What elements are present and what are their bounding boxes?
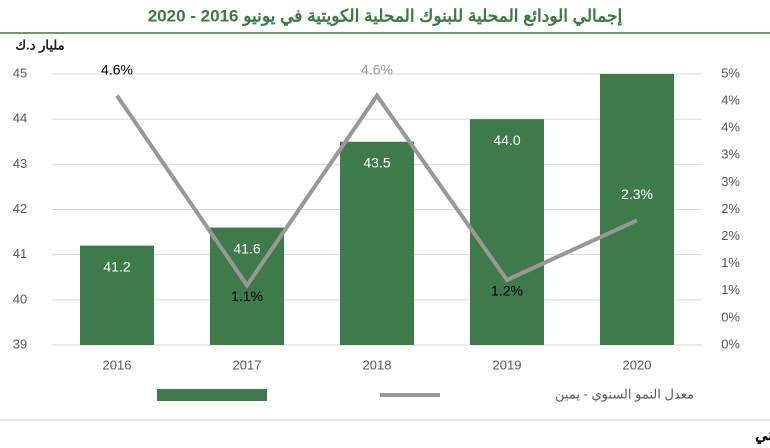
bar <box>80 245 154 345</box>
y-tick-label: 39 <box>13 336 27 351</box>
line-value-label: 1.2% <box>491 283 523 299</box>
x-tick-label: 2020 <box>623 357 652 372</box>
line-value-label: 2.3% <box>621 186 653 202</box>
y-tick-label: 42 <box>13 201 27 216</box>
x-tick-label: 2016 <box>103 357 132 372</box>
line-value-label: 1.1% <box>231 288 263 304</box>
legend-swatch <box>157 389 267 401</box>
y2-tick-label: 5% <box>721 65 740 80</box>
y-axis-label: مليار د.ك <box>15 37 64 53</box>
legend-label: معدل النمو السنوي - يمين <box>555 386 694 402</box>
y-tick-label: 41 <box>13 246 27 261</box>
bar <box>600 74 674 345</box>
bar-value-label: 41.6 <box>233 240 260 256</box>
y2-tick-label: 1% <box>721 282 740 297</box>
y2-tick-label: 2% <box>721 228 740 243</box>
x-tick-label: 2018 <box>363 357 392 372</box>
y-tick-label: 44 <box>13 111 27 126</box>
y2-tick-label: 3% <box>721 147 740 162</box>
line-value-label: 4.6% <box>101 61 133 77</box>
bar-value-label: 44.0 <box>493 132 520 148</box>
line-value-label: 4.6% <box>361 61 393 77</box>
y2-tick-label: 0% <box>721 336 740 351</box>
y2-tick-label: 1% <box>721 255 740 270</box>
bar-value-label: 43.5 <box>363 154 390 170</box>
chart-title: إجمالي الودائع المحلية للبنوك المحلية ال… <box>148 6 623 26</box>
bar <box>340 141 414 345</box>
y2-tick-label: 0% <box>721 309 740 324</box>
growth-line <box>115 92 638 289</box>
y-tick-label: 40 <box>13 291 27 306</box>
y-tick-label: 45 <box>13 65 27 80</box>
y2-tick-label: 3% <box>721 174 740 189</box>
y2-tick-label: 4% <box>721 93 740 108</box>
legend-label: إجمالي الودائع <box>269 386 345 402</box>
y2-tick-label: 2% <box>721 201 740 216</box>
y-tick-label: 43 <box>13 156 27 171</box>
bar-value-label: 41.2 <box>103 258 130 274</box>
y2-tick-label: 4% <box>721 120 740 135</box>
bar <box>470 119 544 346</box>
x-tick-label: 2019 <box>493 357 522 372</box>
source: المصدر: بنك الكويت المركزي، بيت التمويل … <box>755 427 770 444</box>
x-tick-label: 2017 <box>233 357 262 372</box>
